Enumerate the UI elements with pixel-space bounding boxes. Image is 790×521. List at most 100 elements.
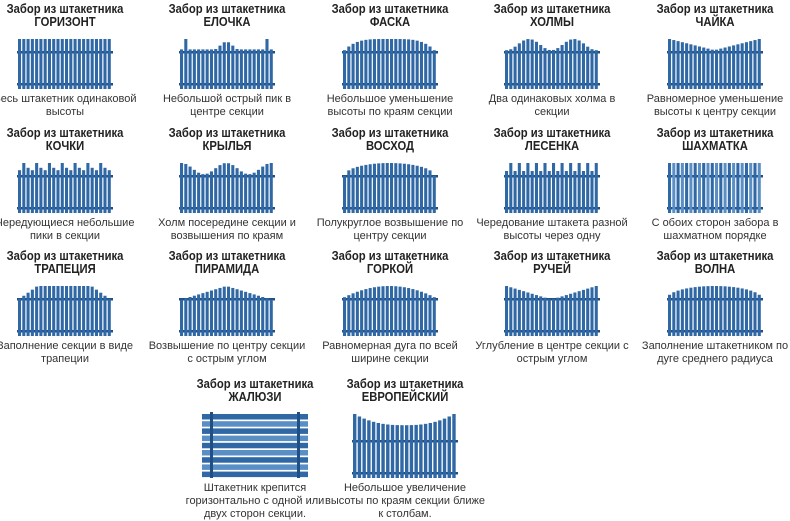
picket bbox=[740, 163, 744, 213]
picket bbox=[517, 289, 521, 336]
picket bbox=[30, 170, 34, 213]
picket bbox=[402, 39, 406, 89]
picket bbox=[407, 288, 411, 336]
picket bbox=[188, 166, 192, 213]
fence-illustration bbox=[667, 286, 763, 336]
item-prefix: Забор из штакетника bbox=[331, 2, 449, 16]
picket bbox=[261, 166, 265, 213]
picket bbox=[569, 39, 573, 89]
picket bbox=[394, 163, 398, 213]
picket bbox=[256, 169, 260, 213]
picket bbox=[581, 43, 585, 89]
fence-illustration bbox=[17, 163, 113, 213]
horizontal-slat bbox=[202, 428, 308, 434]
picket bbox=[415, 40, 419, 89]
picket bbox=[517, 163, 521, 213]
picket bbox=[357, 416, 362, 478]
picket bbox=[86, 39, 90, 89]
picket bbox=[723, 163, 727, 213]
picket bbox=[415, 290, 419, 336]
picket bbox=[180, 49, 184, 89]
picket bbox=[351, 43, 355, 89]
picket bbox=[184, 39, 188, 89]
picket bbox=[103, 167, 107, 213]
picket bbox=[530, 39, 534, 89]
picket bbox=[539, 171, 543, 213]
picket bbox=[560, 163, 564, 213]
picket bbox=[534, 41, 538, 89]
fence-type-wave: Забор из штакетника ВОЛНА Заполнение шта… bbox=[634, 250, 790, 366]
picket bbox=[442, 418, 447, 478]
picket bbox=[409, 425, 414, 478]
picket bbox=[227, 42, 231, 89]
picket bbox=[381, 163, 385, 213]
picket bbox=[590, 287, 594, 336]
horizontal-slat bbox=[202, 414, 308, 420]
picket bbox=[77, 286, 81, 336]
picket bbox=[394, 39, 398, 89]
picket bbox=[377, 286, 381, 336]
picket bbox=[715, 163, 719, 213]
picket bbox=[668, 39, 672, 89]
picket bbox=[414, 424, 418, 478]
picket bbox=[377, 163, 381, 213]
picket bbox=[428, 170, 432, 213]
picket bbox=[248, 174, 252, 213]
picket bbox=[719, 163, 723, 213]
picket bbox=[509, 163, 513, 213]
picket bbox=[672, 163, 676, 213]
picket bbox=[227, 163, 231, 213]
picket bbox=[757, 163, 761, 213]
picket bbox=[269, 49, 273, 89]
picket bbox=[697, 46, 701, 89]
picket bbox=[385, 286, 389, 336]
picket bbox=[732, 287, 736, 336]
picket bbox=[543, 297, 547, 336]
picket bbox=[744, 163, 748, 213]
picket bbox=[56, 286, 60, 336]
fence-illustration bbox=[17, 286, 113, 336]
picket bbox=[371, 421, 376, 478]
picket bbox=[209, 171, 213, 213]
picket bbox=[539, 296, 543, 336]
picket bbox=[94, 170, 98, 213]
item-description: Чередующиеся небольшие пики в секции bbox=[0, 217, 135, 242]
item-name: ЛЕСЕНКА bbox=[524, 139, 580, 153]
horizontal-slat bbox=[202, 457, 308, 463]
picket bbox=[727, 46, 731, 89]
picket bbox=[749, 41, 753, 89]
picket bbox=[197, 172, 201, 213]
picket bbox=[265, 39, 269, 89]
picket bbox=[753, 163, 757, 213]
picket bbox=[218, 287, 222, 336]
picket bbox=[107, 170, 111, 213]
item-prefix: Забор из штакетника bbox=[493, 249, 611, 263]
picket bbox=[676, 290, 680, 336]
picket bbox=[560, 45, 564, 89]
picket bbox=[94, 39, 98, 89]
item-prefix: Забор из штакетника bbox=[493, 126, 611, 140]
picket bbox=[39, 39, 43, 89]
picket bbox=[209, 290, 213, 336]
picket bbox=[424, 168, 428, 213]
picket bbox=[556, 297, 560, 336]
picket bbox=[244, 49, 248, 89]
picket bbox=[740, 288, 744, 336]
picket bbox=[35, 163, 39, 213]
picket bbox=[353, 414, 357, 478]
picket bbox=[214, 168, 218, 213]
picket bbox=[103, 39, 107, 89]
picket bbox=[395, 425, 399, 478]
picket bbox=[569, 163, 573, 213]
item-description: Два одинаковых холма в секции bbox=[488, 93, 616, 118]
fence-type-two-hills: Забор из штакетника ХОЛМЫ Два одинаковых… bbox=[471, 3, 633, 119]
picket bbox=[736, 163, 740, 213]
picket bbox=[261, 297, 265, 336]
picket bbox=[697, 286, 701, 336]
picket bbox=[432, 175, 436, 213]
picket bbox=[47, 163, 51, 213]
picket bbox=[56, 39, 60, 89]
picket bbox=[26, 292, 30, 336]
picket bbox=[556, 48, 560, 89]
picket bbox=[222, 42, 226, 89]
